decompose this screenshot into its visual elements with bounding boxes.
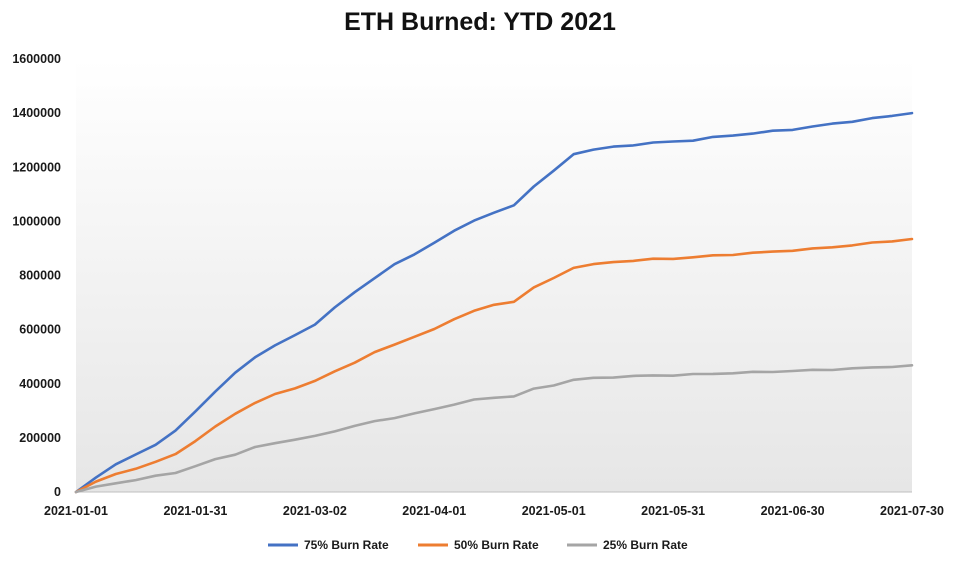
series-group: [74, 111, 914, 494]
y-tick-label: 1000000: [12, 214, 61, 228]
y-tick-label: 0: [54, 485, 61, 499]
series-line-2: [74, 237, 914, 494]
y-axis: 0 200000 400000 600000 800000 1000000 1200000 1…: [12, 52, 61, 499]
legend: 75% Burn Rate 50% Burn Rate 25% Burn Rate: [268, 538, 688, 552]
x-tick-label: 2021-01-01: [44, 504, 108, 518]
x-tick-label: 2021-07-30: [880, 504, 944, 518]
y-tick-label: 800000: [19, 269, 61, 283]
legend-label-1: 75% Burn Rate: [304, 538, 389, 552]
x-axis: 2021-01-01 2021-01-31 2021-03-02 2021-04-01…: [44, 504, 944, 518]
y-tick-label: 1600000: [12, 52, 61, 66]
legend-label-2: 50% Burn Rate: [454, 538, 539, 552]
y-tick-label: 600000: [19, 323, 61, 337]
series-line-1: [74, 111, 914, 494]
plot-area: [76, 59, 912, 492]
y-tick-label: 1200000: [12, 160, 61, 174]
x-tick-label: 2021-03-02: [283, 504, 347, 518]
y-tick-label: 200000: [19, 431, 61, 445]
x-tick-label: 2021-05-31: [641, 504, 705, 518]
series-line-3: [74, 363, 914, 494]
x-tick-label: 2021-05-01: [522, 504, 586, 518]
x-tick-label: 2021-06-30: [761, 504, 825, 518]
y-tick-label: 400000: [19, 377, 61, 391]
x-tick-label: 2021-04-01: [402, 504, 466, 518]
y-tick-label: 1400000: [12, 106, 61, 120]
chart-title: ETH Burned: YTD 2021: [344, 8, 616, 36]
legend-label-3: 25% Burn Rate: [603, 538, 688, 552]
x-tick-label: 2021-01-31: [163, 504, 227, 518]
